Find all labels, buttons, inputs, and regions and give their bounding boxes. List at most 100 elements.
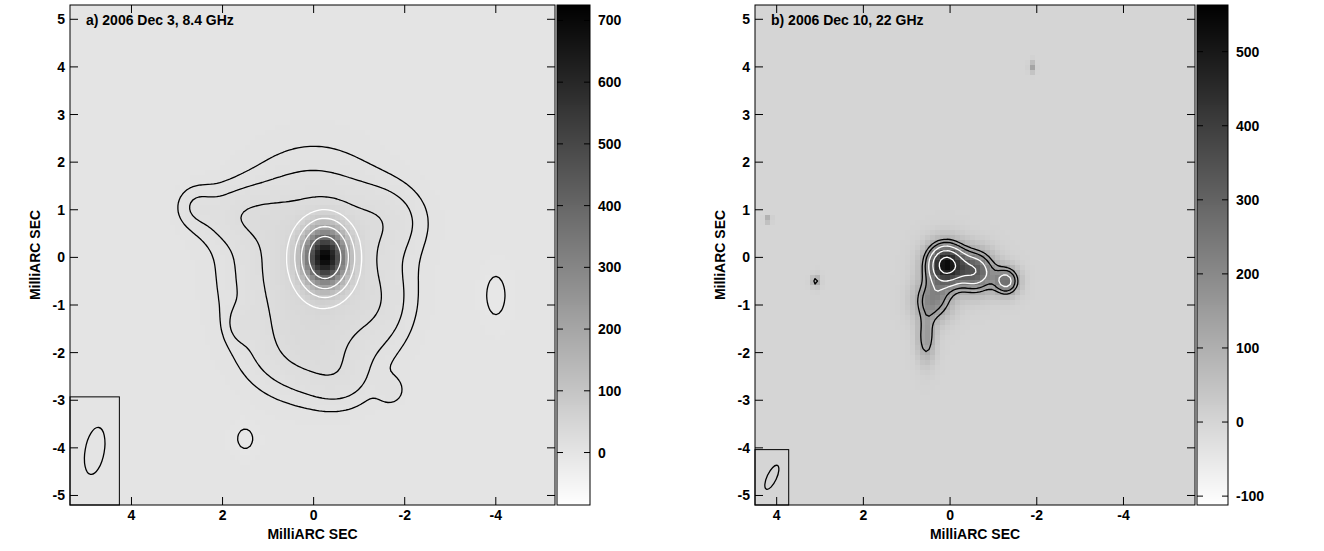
image-cell xyxy=(165,75,170,80)
image-cell xyxy=(320,100,325,105)
image-cell xyxy=(510,70,515,75)
image-cell xyxy=(385,50,390,55)
image-cell xyxy=(490,5,495,10)
image-cell xyxy=(250,80,255,85)
image-cell xyxy=(245,15,250,20)
image-cell xyxy=(340,55,345,60)
image-cell xyxy=(325,25,330,30)
image-cell xyxy=(110,50,115,55)
image-cell xyxy=(255,30,260,35)
image-cell xyxy=(390,5,395,10)
image-cell xyxy=(155,70,160,75)
image-cell xyxy=(545,35,550,40)
image-cell xyxy=(85,75,90,80)
image-cell xyxy=(305,45,310,50)
image-cell xyxy=(75,60,80,65)
image-cell xyxy=(180,100,185,105)
image-cell xyxy=(390,45,395,50)
image-cell xyxy=(225,5,230,10)
image-cell xyxy=(335,30,340,35)
image-cell xyxy=(115,75,120,80)
image-cell xyxy=(175,80,180,85)
image-cell xyxy=(275,80,280,85)
image-cell xyxy=(455,25,460,30)
image-cell xyxy=(265,55,270,60)
image-cell xyxy=(445,75,450,80)
image-cell xyxy=(375,60,380,65)
image-cell xyxy=(240,60,245,65)
image-cell xyxy=(375,35,380,40)
image-cell xyxy=(245,80,250,85)
image-cell xyxy=(180,30,185,35)
image-cell xyxy=(395,35,400,40)
image-cell xyxy=(365,100,370,105)
image-cell xyxy=(140,45,145,50)
image-cell xyxy=(310,95,315,100)
image-cell xyxy=(410,5,415,10)
image-cell xyxy=(420,70,425,75)
image-cell xyxy=(185,85,190,90)
image-cell xyxy=(75,100,80,105)
image-cell xyxy=(500,30,505,35)
image-cell xyxy=(95,80,100,85)
image-cell xyxy=(100,40,105,45)
image-cell xyxy=(460,55,465,60)
image-cell xyxy=(460,10,465,15)
image-cell xyxy=(550,100,555,105)
image-cell xyxy=(90,60,95,65)
image-cell xyxy=(155,30,160,35)
image-cell xyxy=(440,55,445,60)
image-cell xyxy=(140,65,145,70)
image-cell xyxy=(415,100,420,105)
image-cell xyxy=(310,75,315,80)
panel: 420-2-4543210-1-2-3-4-5MilliARC SECMilli… xyxy=(27,5,622,542)
image-cell xyxy=(180,85,185,90)
image-cell xyxy=(395,5,400,10)
image-cell xyxy=(85,65,90,70)
image-cell xyxy=(375,85,380,90)
image-cell xyxy=(550,5,555,10)
image-cell xyxy=(350,70,355,75)
image-cell xyxy=(145,75,150,80)
image-cell xyxy=(450,75,455,80)
image-cell xyxy=(500,65,505,70)
image-cell xyxy=(365,65,370,70)
image-cell xyxy=(200,5,205,10)
image-cell xyxy=(415,50,420,55)
image-cell xyxy=(135,90,140,95)
image-cell xyxy=(70,35,75,40)
image-cell xyxy=(225,40,230,45)
image-cell xyxy=(200,75,205,80)
image-cell xyxy=(490,100,495,105)
image-cell xyxy=(495,35,500,40)
image-cell xyxy=(390,50,395,55)
image-cell xyxy=(525,65,530,70)
image-cell xyxy=(165,40,170,45)
image-cell xyxy=(505,5,510,10)
image-cell xyxy=(290,105,295,110)
image-cell xyxy=(425,30,430,35)
image-cell xyxy=(385,15,390,20)
image-cell xyxy=(460,5,465,10)
image-cell xyxy=(400,95,405,100)
image-cell xyxy=(395,15,400,20)
image-cell xyxy=(90,80,95,85)
image-cell xyxy=(455,100,460,105)
image-cell xyxy=(230,75,235,80)
image-cell xyxy=(245,25,250,30)
image-cell xyxy=(380,85,385,90)
image-cell xyxy=(75,85,80,90)
image-cell xyxy=(430,100,435,105)
image-cell xyxy=(270,15,275,20)
image-cell xyxy=(410,10,415,15)
image-cell xyxy=(285,45,290,50)
image-cell xyxy=(440,100,445,105)
image-cell xyxy=(225,75,230,80)
image-cell xyxy=(160,40,165,45)
image-cell xyxy=(340,20,345,25)
image-cell xyxy=(480,10,485,15)
image-cell xyxy=(395,40,400,45)
image-cell xyxy=(480,35,485,40)
image-cell xyxy=(160,95,165,100)
image-cell xyxy=(105,85,110,90)
